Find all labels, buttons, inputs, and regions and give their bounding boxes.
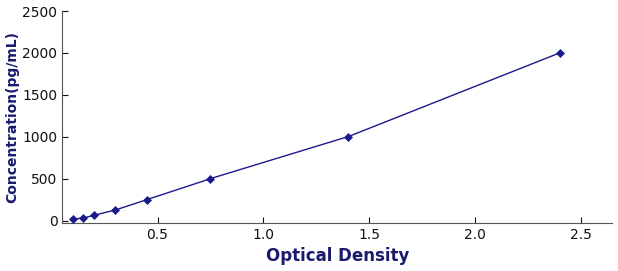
X-axis label: Optical Density: Optical Density <box>266 247 409 265</box>
Y-axis label: Concentration(pg/mL): Concentration(pg/mL) <box>6 31 20 203</box>
